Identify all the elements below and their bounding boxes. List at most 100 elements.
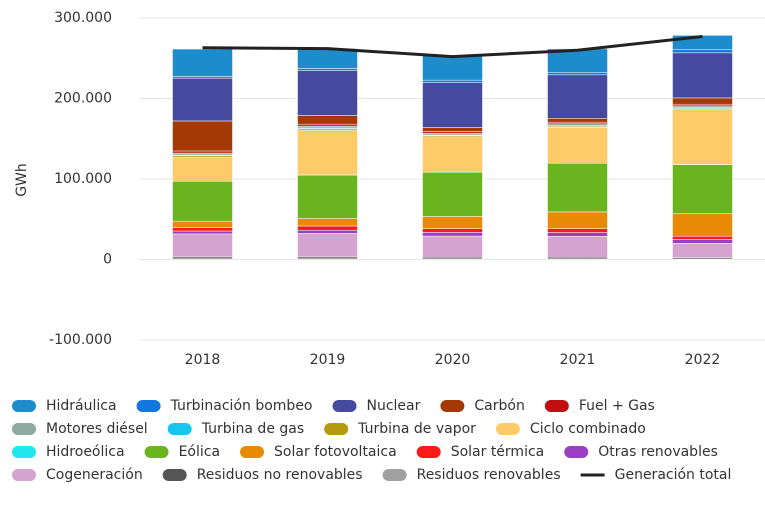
bar-segment [297,225,358,231]
legend-label: Otras renovables [598,444,718,460]
legend-symbol [12,423,36,435]
bar-segment [172,227,233,232]
y-tick-label: -100.000 [49,332,112,348]
legend-symbol [144,446,169,458]
legend-label: Motores diésel [46,421,148,437]
bar-segment [172,48,233,77]
legend-label: Generación total [615,467,732,483]
legend-label: Solar fotovoltaica [274,444,397,460]
legend-symbol [12,469,36,481]
legend-symbol [564,446,589,458]
y-tick-label: 0 [103,252,112,268]
legend-label: Ciclo combinado [530,421,646,437]
legend-item: Motores diésel [12,421,148,437]
legend-item: Turbina de gas [167,421,304,437]
y-axis-label: GWh [14,163,30,197]
bar-segment [672,239,733,244]
bar-segment [297,70,358,116]
legend-label: Fuel + Gas [579,398,655,414]
legend-symbol [136,400,161,412]
legend-item: Eólica [144,444,220,460]
bar-segment [422,79,483,83]
bar-segment [672,52,733,99]
bar-segment [672,105,733,108]
legend-label: Cogeneración [46,467,143,483]
bar-segment [422,127,483,132]
x-tick-label: 2019 [310,352,346,368]
bar-segment [172,233,233,258]
legend-label: Hidroeólica [46,444,125,460]
bar-segment [547,127,608,164]
legend-item: Ciclo combinado [495,421,646,437]
bar-segment [297,256,358,260]
bar-segment [672,103,733,107]
legend-item: Hidroeólica [12,444,125,460]
bar-segment [422,171,483,217]
bar-segment [547,232,608,237]
legend-item: Turbina de vapor [324,421,476,437]
bar-segment [422,132,483,136]
legend-symbol [324,423,349,435]
bar-segment [672,243,733,258]
legend-item: Cogeneración [12,467,143,483]
legend-item: Otras renovables [564,444,718,460]
legend-item: Hidráulica [12,398,117,414]
legend-symbol [440,400,465,412]
legend-item: Nuclear [332,398,421,414]
y-tick-label: 200.000 [54,91,112,107]
bar-segment [297,48,358,69]
legend-item: Solar fotovoltaica [240,444,397,460]
bar-segment [422,82,483,128]
bar-segment [297,115,358,125]
legend-item: Turbinación bombeo [136,398,313,414]
x-tick-label: 2021 [560,352,596,368]
legend-symbol [12,400,36,412]
legend-label: Nuclear [367,398,421,414]
bar-segment [547,72,608,76]
legend-item: Solar térmica [416,444,544,460]
y-tick-label: 100.000 [54,171,112,187]
bar-segment [672,109,733,165]
legend-label: Turbinación bombeo [170,398,313,414]
bar-segment [547,228,608,233]
bar-segment [297,125,358,129]
bar-segment [422,216,483,229]
bar-segment [422,228,483,233]
bar-segment [672,235,733,240]
bar-segment [297,68,358,71]
y-tick-label: 300.000 [54,10,112,26]
x-tick-label: 2022 [685,352,721,368]
legend-symbol [495,423,520,435]
legend-label: Hidráulica [46,398,117,414]
legend-item: Generación total [580,467,732,483]
legend-item: Residuos renovables [382,467,561,483]
bar-segment [297,229,358,234]
bar-segment [172,77,233,122]
total-line [202,35,703,59]
bar-segment [422,55,483,81]
x-tick-label: 2018 [185,352,221,368]
bar-segment [172,181,233,222]
legend-symbol [240,446,265,458]
bar-segment [422,136,483,173]
bar-segment [547,162,608,213]
legend-label: Turbina de gas [201,421,304,437]
legend-label: Eólica [179,444,220,460]
legend-label: Residuos renovables [417,467,561,483]
legend-symbol [167,423,192,435]
legend-label: Turbina de vapor [357,421,476,437]
bar-segment [172,220,233,228]
bar-segment [547,123,608,126]
legend-symbol [162,469,187,481]
bar-segment [422,232,483,237]
bar-segment [547,74,608,119]
bar-segment [172,156,233,182]
bar-segment [172,230,233,235]
legend-symbol [12,446,36,458]
legend-item: Residuos no renovables [162,467,363,483]
bar-segment [672,164,733,215]
legend-item: Fuel + Gas [544,398,655,414]
bar-segment [172,256,233,260]
bar-segment [672,213,733,237]
